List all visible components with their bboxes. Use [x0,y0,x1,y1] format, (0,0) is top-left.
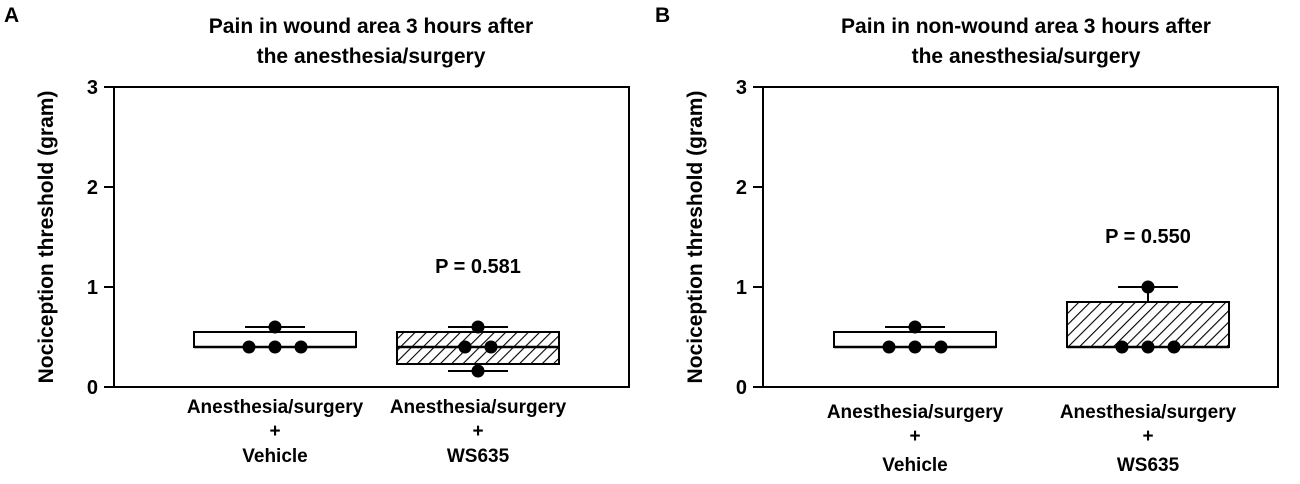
panel-label: A [4,4,19,27]
x-category-label: + [1142,426,1153,447]
plot-frame [762,86,1279,388]
x-category-label: Vehicle [242,446,308,467]
y-tick-label: 1 [736,277,747,299]
chart-panel-a: A Pain in wound area 3 hours after the ane… [4,4,630,467]
y-tick-label: 2 [87,177,98,199]
x-category-label: + [472,421,483,442]
data-point [934,340,948,354]
data-point [471,364,485,378]
x-category-label: WS635 [1117,455,1180,476]
p-value-annotation: P = 0.550 [1105,226,1191,248]
p-value-annotation: P = 0.581 [435,256,521,278]
x-category-label: Anesthesia/surgery [187,397,364,418]
plot-frame [113,86,630,388]
y-tick-label: 0 [736,377,747,399]
y-tick-label: 0 [87,377,98,399]
data-point [242,340,256,354]
x-category-label: Vehicle [882,455,948,476]
data-point [908,340,922,354]
chart-title-line: Pain in wound area 3 hours after [209,15,533,38]
x-category-label: WS635 [447,446,510,467]
data-point [1141,280,1155,294]
chart-title-line: the anesthesia/surgery [257,45,486,68]
x-category-label: + [269,421,280,442]
x-category-label: Anesthesia/surgery [1060,402,1237,423]
data-point [882,340,896,354]
chart-title-line: Pain in non-wound area 3 hours after [841,15,1211,38]
panel-label: B [655,4,670,27]
y-tick-label: 3 [87,77,98,99]
data-point [1141,340,1155,354]
y-tick-label: 3 [736,77,747,99]
chart-title-line: the anesthesia/surgery [912,45,1141,68]
data-point [268,340,282,354]
data-point [294,340,308,354]
x-category-label: + [909,426,920,447]
chart-panel-b: B Pain in non-wound area 3 hours after the… [655,4,1279,476]
data-point [908,320,922,334]
x-category-label: Anesthesia/surgery [390,397,567,418]
data-point [471,320,485,334]
y-axis-label: Nociception threshold (gram) [684,91,707,384]
y-axis-label: Nociception threshold (gram) [35,91,58,384]
y-tick-label: 1 [87,277,98,299]
data-point [458,340,472,354]
data-point [268,320,282,334]
box [1066,301,1230,348]
data-point [1115,340,1129,354]
data-point [484,340,498,354]
x-category-label: Anesthesia/surgery [827,402,1004,423]
y-tick-label: 2 [736,177,747,199]
data-point [1167,340,1181,354]
